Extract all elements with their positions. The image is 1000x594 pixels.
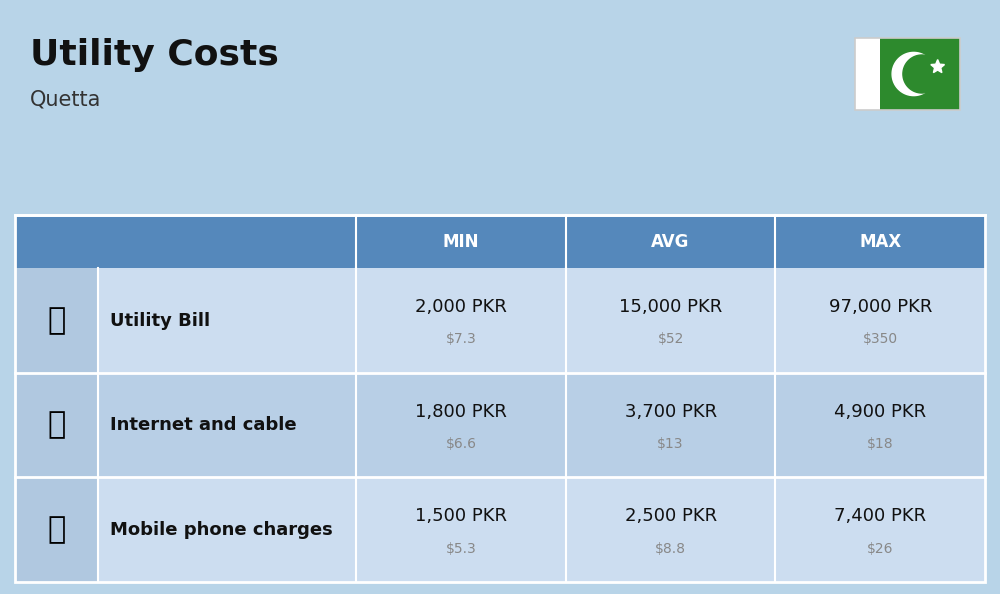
Polygon shape (931, 59, 945, 72)
Text: $52: $52 (657, 332, 684, 346)
Text: 1,500 PKR: 1,500 PKR (415, 507, 507, 525)
Bar (15, 215, 985, 268)
Text: $13: $13 (657, 437, 684, 451)
Text: 15,000 PKR: 15,000 PKR (619, 298, 722, 316)
Bar (15, 478, 98, 582)
Text: 7,400 PKR: 7,400 PKR (834, 507, 926, 525)
Polygon shape (903, 55, 941, 93)
Text: Utility Bill: Utility Bill (110, 311, 210, 330)
Text: Mobile phone charges: Mobile phone charges (110, 521, 333, 539)
Text: $7.3: $7.3 (446, 332, 476, 346)
Text: AVG: AVG (651, 233, 690, 251)
Bar (15, 215, 985, 582)
Text: 2,500 PKR: 2,500 PKR (625, 507, 717, 525)
Text: $18: $18 (867, 437, 894, 451)
Text: Internet and cable: Internet and cable (110, 416, 296, 434)
Text: 3,700 PKR: 3,700 PKR (625, 403, 717, 421)
Bar (855, 38, 880, 110)
Text: $8.8: $8.8 (655, 542, 686, 555)
Text: Utility Costs: Utility Costs (30, 38, 279, 72)
Polygon shape (892, 52, 935, 96)
Bar (15, 373, 98, 478)
Bar (15, 373, 985, 478)
Text: $6.6: $6.6 (446, 437, 477, 451)
Text: $350: $350 (863, 332, 898, 346)
Text: $5.3: $5.3 (446, 542, 476, 555)
Bar (15, 478, 985, 582)
Text: MIN: MIN (443, 233, 479, 251)
Text: 📡: 📡 (47, 410, 66, 440)
Text: Quetta: Quetta (30, 90, 101, 110)
Text: 📱: 📱 (47, 515, 66, 544)
Bar (855, 38, 960, 110)
Bar (15, 268, 98, 373)
Text: 2,000 PKR: 2,000 PKR (415, 298, 507, 316)
Text: 4,900 PKR: 4,900 PKR (834, 403, 926, 421)
Bar (15, 268, 985, 373)
Text: 🔌: 🔌 (47, 306, 66, 335)
Text: $26: $26 (867, 542, 893, 555)
Text: MAX: MAX (859, 233, 901, 251)
Text: 1,800 PKR: 1,800 PKR (415, 403, 507, 421)
Bar (880, 38, 960, 110)
Text: 97,000 PKR: 97,000 PKR (829, 298, 932, 316)
